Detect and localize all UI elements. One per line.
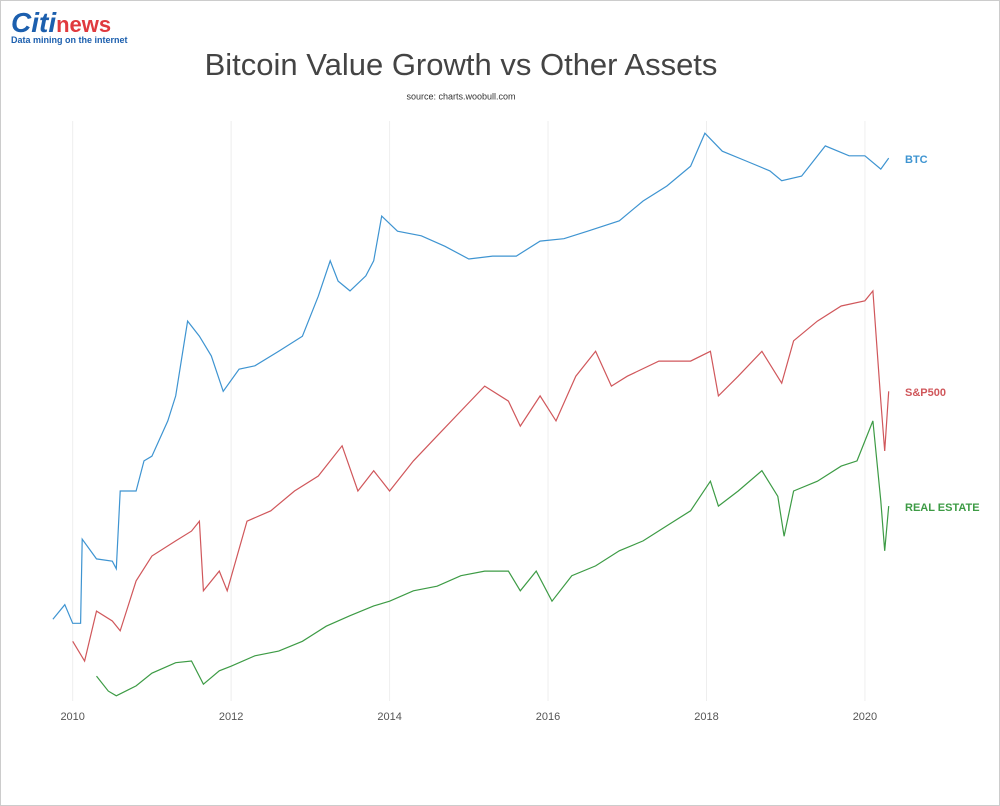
x-tick-label: 2016 (536, 711, 560, 723)
x-tick-label: 2020 (853, 711, 877, 723)
series-line (72, 289, 890, 663)
series-line (96, 420, 890, 697)
series-line (52, 132, 890, 624)
series-label: REAL ESTATE (905, 502, 980, 514)
series-label: BTC (905, 154, 928, 166)
chart-title: Bitcoin Value Growth vs Other Assets (205, 47, 718, 82)
logo: Citinews Data mining on the internet (11, 7, 128, 45)
logo-brand: Citi (11, 7, 57, 38)
logo-tagline: Data mining on the internet (11, 35, 128, 45)
x-tick-label: 2012 (219, 711, 243, 723)
series-label: S&P500 (905, 387, 946, 399)
x-tick-label: 2010 (60, 711, 84, 723)
x-tick-label: 2014 (377, 711, 401, 723)
x-tick-label: 2018 (694, 711, 718, 723)
logo-brand: news (56, 12, 112, 37)
chart-subtitle: source: charts.woobull.com (406, 91, 515, 101)
